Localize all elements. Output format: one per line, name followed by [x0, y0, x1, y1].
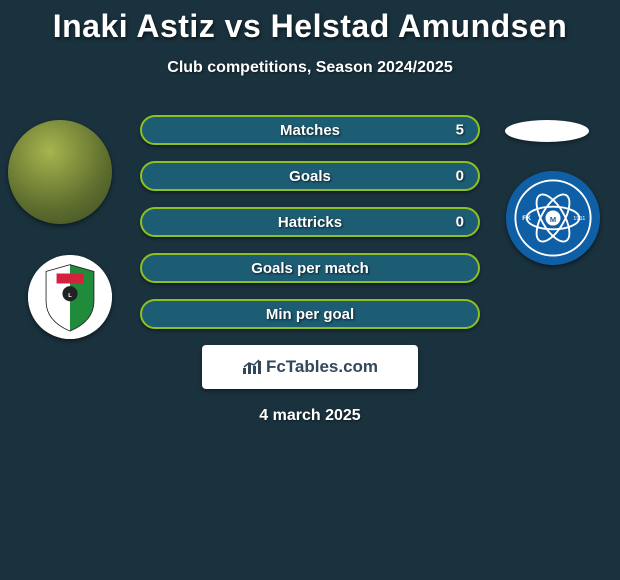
content-area: L M FK 1911 Matches 5 Goals 0 Hattricks … [0, 97, 620, 425]
svg-text:M: M [550, 215, 556, 224]
stat-value-right: 5 [456, 122, 464, 139]
player1-photo [8, 120, 112, 224]
stat-bar-hattricks: Hattricks 0 [140, 207, 480, 237]
stat-bar-min-per-goal: Min per goal [140, 299, 480, 329]
stat-bar-matches: Matches 5 [140, 115, 480, 145]
stat-label: Matches [280, 122, 340, 139]
legia-shield-icon: L [28, 255, 112, 339]
stat-bars: Matches 5 Goals 0 Hattricks 0 Goals per … [140, 97, 480, 329]
stat-label: Goals [289, 168, 331, 185]
molde-badge-icon: M FK 1911 [506, 171, 600, 265]
stat-bar-goals-per-match: Goals per match [140, 253, 480, 283]
stat-value-right: 0 [456, 168, 464, 185]
date-text: 4 march 2025 [0, 407, 620, 425]
svg-text:FK: FK [522, 215, 531, 222]
player2-photo [505, 120, 589, 142]
brand-text: FcTables.com [242, 357, 378, 377]
brand-label: FcTables.com [266, 357, 378, 377]
stat-value-right: 0 [456, 214, 464, 231]
svg-text:L: L [68, 293, 72, 299]
bar-chart-icon [242, 359, 262, 375]
club1-logo: L [28, 255, 112, 339]
stat-label: Hattricks [278, 214, 342, 231]
subtitle: Club competitions, Season 2024/2025 [0, 59, 620, 77]
svg-text:1911: 1911 [573, 216, 585, 222]
stat-label: Goals per match [251, 260, 369, 277]
club2-logo: M FK 1911 [506, 171, 600, 265]
page-title: Inaki Astiz vs Helstad Amundsen [0, 0, 620, 45]
stat-label: Min per goal [266, 306, 354, 323]
brand-box: FcTables.com [202, 345, 418, 389]
stat-bar-goals: Goals 0 [140, 161, 480, 191]
